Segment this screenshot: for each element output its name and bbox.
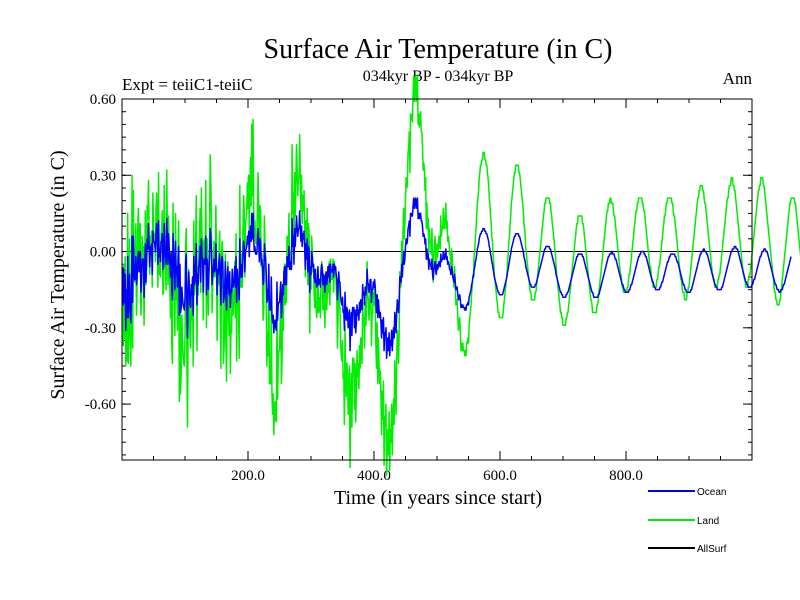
y-axis-label: Surface Air Temperature (in C) [47,150,69,399]
season-label: Ann [723,69,753,88]
legend: Ocean Land AllSurf [648,487,727,555]
y-tick-label: 0.60 [90,92,116,108]
chart-subtitle: 034kyr BP - 034kyr BP [363,68,514,85]
x-axis-ticks: 200.0 400.0 600.0 800.0 [153,99,721,484]
y-axis-ticks: 0.60 0.30 0.00 -0.30 -0.60 [85,92,752,456]
y-tick-label: 0.00 [90,245,116,261]
legend-label-ocean: Ocean [697,487,726,498]
x-tick-label: 600.0 [483,468,517,484]
legend-label-land: Land [697,516,719,527]
y-tick-label: -0.30 [85,321,116,337]
y-tick-label: 0.30 [90,168,116,184]
experiment-label: Expt = teiiC1-teiiC [122,75,252,94]
x-tick-label: 800.0 [609,468,643,484]
y-tick-label: -0.60 [85,397,116,413]
series-line-land [121,75,800,476]
x-tick-label: 400.0 [357,468,391,484]
plot-area [121,75,800,476]
series-layer [121,75,800,476]
series-line-ocean [121,197,792,360]
legend-label-allsurf: AllSurf [697,544,727,555]
chart-title: Surface Air Temperature (in C) [264,34,613,65]
plot-frame [121,98,753,461]
x-axis-label: Time (in years since start) [334,487,542,509]
x-tick-label: 200.0 [231,468,265,484]
